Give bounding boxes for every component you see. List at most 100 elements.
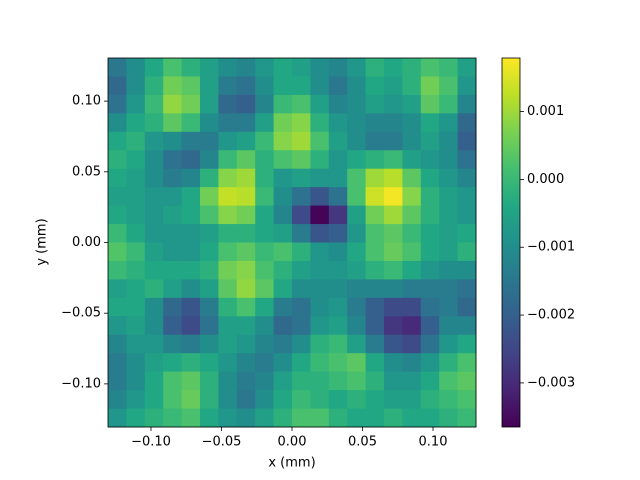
heatmap-cell [457, 297, 477, 317]
heatmap-cell [255, 316, 275, 336]
heatmap-cell [218, 260, 238, 280]
heatmap-cell [310, 58, 330, 77]
heatmap-cell [402, 76, 422, 96]
heatmap-cell [218, 316, 238, 336]
heatmap-cell [200, 297, 219, 317]
heatmap-cell [365, 316, 385, 336]
heatmap-cell [181, 408, 201, 428]
heatmap-cell [255, 168, 275, 188]
heatmap-cell [347, 334, 367, 354]
heatmap-cell [236, 242, 256, 262]
heatmap-cell [255, 334, 275, 354]
heatmap-cell [255, 371, 275, 391]
heatmap-cell [144, 334, 164, 354]
heatmap-cell [236, 224, 256, 243]
heatmap-cell [420, 76, 440, 96]
heatmap-cell [273, 58, 293, 77]
heatmap-cell [273, 316, 293, 336]
heatmap-cell [200, 94, 219, 114]
heatmap-cell [236, 371, 256, 391]
heatmap-cell [126, 76, 146, 96]
heatmap-cell [384, 94, 403, 114]
heatmap-cell [328, 334, 348, 354]
heatmap-cell [181, 58, 201, 77]
heatmap-cell [236, 279, 256, 299]
heatmap-cell [255, 408, 275, 428]
heatmap-cell [457, 168, 477, 188]
heatmap-cell [144, 390, 164, 410]
heatmap-cell [402, 279, 422, 299]
heatmap-cell [181, 260, 201, 280]
heatmap-cell [420, 279, 440, 299]
heatmap-cell [236, 94, 256, 114]
heatmap-cell [310, 408, 330, 428]
heatmap-cell [347, 316, 367, 336]
heatmap-cell [163, 168, 183, 188]
colorbar-tick-label: 0.001 [527, 104, 564, 119]
heatmap-cell [108, 187, 127, 207]
heatmap-cell [144, 316, 164, 336]
heatmap-cell [236, 113, 256, 133]
heatmap-cell [347, 224, 367, 243]
heatmap-cell [402, 334, 422, 354]
heatmap-cell [328, 113, 348, 133]
heatmap-cell [126, 224, 146, 243]
heatmap-cell [384, 408, 403, 428]
heatmap-cell [108, 390, 127, 410]
heatmap-cell [144, 371, 164, 391]
heatmap-cell [255, 131, 275, 151]
heatmap-cell [439, 205, 459, 225]
heatmap-cell [236, 390, 256, 410]
heatmap-cell [310, 260, 330, 280]
heatmap-cell [163, 279, 183, 299]
heatmap-cell [328, 187, 348, 207]
y-tick-label: 0.05 [72, 164, 101, 179]
heatmap-cell [144, 168, 164, 188]
heatmap-cell [181, 371, 201, 391]
heatmap-cell [384, 371, 403, 391]
heatmap-cell [218, 58, 238, 77]
heatmap-cell [347, 242, 367, 262]
heatmap-cell [347, 113, 367, 133]
heatmap-cell [457, 316, 477, 336]
heatmap-cell [420, 168, 440, 188]
heatmap-cell [200, 76, 219, 96]
heatmap-cell [292, 150, 311, 170]
heatmap-cell [292, 187, 311, 207]
heatmap-cell [126, 150, 146, 170]
heatmap-cell [365, 94, 385, 114]
heatmap-cell [310, 334, 330, 354]
x-tick-label: 0.10 [419, 435, 448, 450]
heatmap-cell [365, 297, 385, 317]
heatmap-cell [126, 279, 146, 299]
heatmap-cell [457, 58, 477, 77]
x-tick-label: −0.05 [202, 435, 242, 450]
heatmap-cell [236, 76, 256, 96]
heatmap-cell [402, 316, 422, 336]
heatmap-cell [292, 316, 311, 336]
heatmap-cell [328, 279, 348, 299]
heatmap-cell [328, 58, 348, 77]
heatmap-cell [310, 187, 330, 207]
heatmap-cell [365, 131, 385, 151]
heatmap-cell [236, 334, 256, 354]
heatmap-cell [126, 187, 146, 207]
heatmap-cell [126, 94, 146, 114]
heatmap-cell [273, 297, 293, 317]
heatmap-cell [181, 94, 201, 114]
heatmap-cell [236, 260, 256, 280]
heatmap-cell [163, 224, 183, 243]
heatmap-cell [292, 297, 311, 317]
heatmap-cell [439, 408, 459, 428]
heatmap-cell [402, 371, 422, 391]
heatmap-cell [255, 58, 275, 77]
heatmap-cell [144, 76, 164, 96]
heatmap-cell [439, 150, 459, 170]
heatmap-cell [365, 58, 385, 77]
heatmap-cell [273, 150, 293, 170]
heatmap-cell [310, 353, 330, 373]
heatmap-cell [144, 353, 164, 373]
heatmap-cell [328, 224, 348, 243]
heatmap-cell [420, 150, 440, 170]
heatmap-cell [181, 279, 201, 299]
